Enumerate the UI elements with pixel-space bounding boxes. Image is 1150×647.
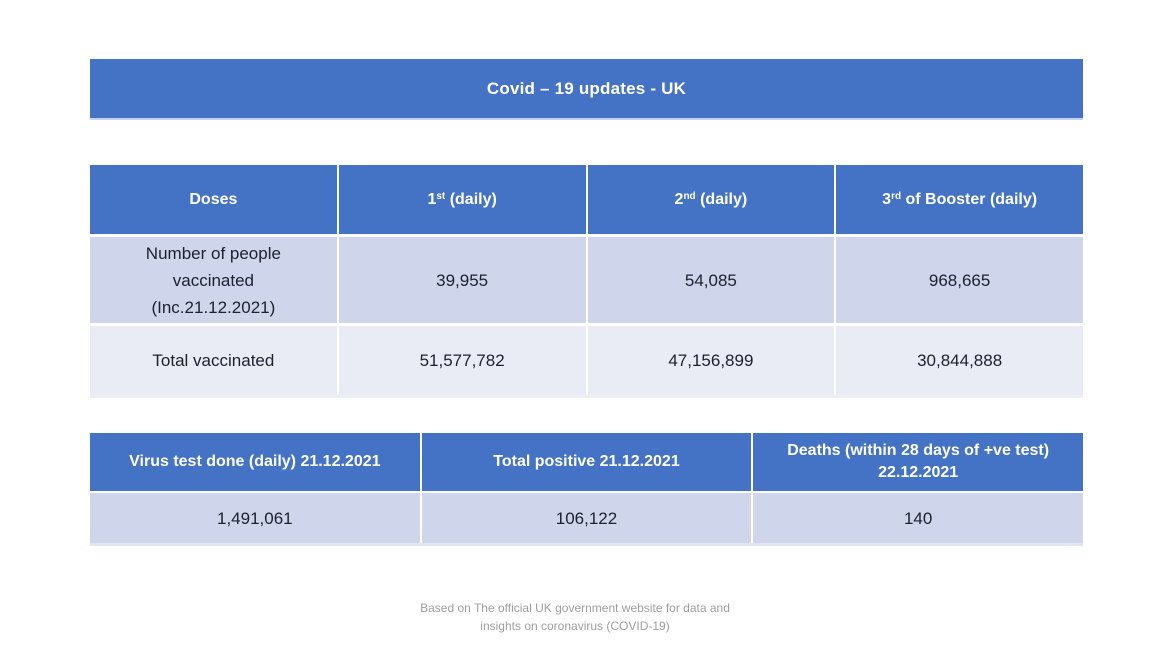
ordinal-base: 3 (882, 190, 892, 208)
vaccine-daily-second-value: 54,085 (587, 237, 835, 323)
slide-title: Covid – 19 updates - UK (486, 78, 687, 98)
vaccine-total-second-value: 47,156,899 (587, 326, 835, 395)
vaccine-daily-booster-value: 968,665 (836, 237, 1083, 323)
vaccine-header-first-dose: 1st (daily) (338, 165, 586, 234)
vaccine-header-first-dose-text: 1st (daily) (427, 189, 496, 211)
stats-header-positive: Total positive 21.12.2021 (421, 433, 752, 491)
header-text: Doses (189, 190, 238, 208)
vaccine-header-booster-dose-text: 3rd of Booster (daily) (882, 189, 1037, 211)
source-note-line: Based on The official UK government webs… (420, 601, 730, 615)
source-note-line: insights on coronavirus (COVID-19) (480, 619, 670, 633)
vaccine-header-second-dose: 2nd (daily) (587, 165, 835, 234)
vaccine-header-second-dose-text: 2nd (daily) (675, 189, 748, 211)
vaccine-row-total-label: Total vaccinated (90, 326, 337, 395)
ordinal-superscript: nd (683, 190, 696, 202)
vaccine-total-booster-value: 30,844,888 (836, 326, 1083, 395)
stats-deaths-value: 140 (753, 493, 1083, 543)
vaccine-header-booster-dose: 3rd of Booster (daily) (836, 165, 1083, 234)
vaccine-row-daily-label: Number of people vaccinated (Inc.21.12.2… (90, 237, 337, 323)
row-label-line: Total vaccinated (152, 351, 275, 370)
header-text: (daily) (445, 190, 497, 208)
vaccine-table: Doses 1st (daily) 2nd (daily) 3rd of Boo… (90, 165, 1083, 395)
ordinal-superscript: st (436, 190, 446, 202)
row-label-line: Number of people (145, 243, 281, 263)
ordinal-base: 1 (427, 190, 437, 208)
stats-tests-value: 1,491,061 (90, 493, 420, 543)
row-label-line: (Inc.21.12.2021) (151, 297, 276, 317)
vaccine-header-doses: Doses (90, 165, 337, 234)
stats-table: Virus test done (daily) 21.12.2021 Total… (90, 433, 1083, 543)
header-text: of Booster (daily) (901, 190, 1038, 208)
title-bar: Covid – 19 updates - UK (90, 59, 1083, 118)
vaccine-daily-first-value: 39,955 (338, 237, 586, 323)
source-note: Based on The official UK government webs… (0, 599, 1150, 635)
ordinal-superscript: rd (891, 190, 902, 202)
stats-header-tests: Virus test done (daily) 21.12.2021 (90, 433, 420, 491)
ordinal-base: 2 (674, 190, 684, 208)
stats-positive-value: 106,122 (421, 493, 752, 543)
header-text: (daily) (695, 190, 748, 208)
vaccine-header-doses-text: Doses (189, 189, 237, 211)
stats-header-deaths: Deaths (within 28 days of +ve test) 22.1… (753, 433, 1083, 491)
row-label-line: vaccinated (172, 270, 255, 290)
vaccine-total-first-value: 51,577,782 (338, 326, 586, 395)
